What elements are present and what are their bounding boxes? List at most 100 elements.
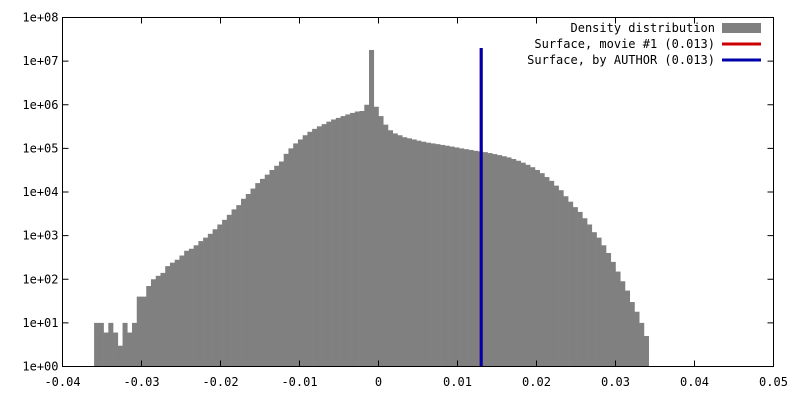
histogram-bar — [615, 271, 621, 367]
x-tick-label: 0.01 — [443, 375, 472, 389]
histogram-bar — [634, 311, 640, 367]
histogram-bar — [596, 237, 602, 367]
x-tick-label: 0 — [375, 375, 382, 389]
histogram-bar — [350, 112, 356, 367]
histogram-bar — [193, 245, 199, 367]
histogram-bar — [601, 245, 607, 367]
y-tick-label: 1e+05 — [22, 141, 58, 155]
histogram-bar — [624, 290, 631, 367]
histogram-bar — [146, 286, 152, 367]
histogram-bar — [553, 185, 559, 367]
histogram-bar — [293, 143, 299, 367]
histogram-bar — [515, 160, 521, 367]
histogram-bar — [392, 133, 398, 367]
histogram-bar — [387, 130, 394, 367]
y-tick-label: 1e+00 — [22, 360, 58, 374]
histogram-bar — [335, 117, 341, 367]
histogram-bar — [620, 281, 626, 367]
histogram-bar — [169, 262, 175, 367]
histogram-bar — [155, 275, 161, 367]
histogram-bar — [402, 137, 408, 367]
x-tick-label: -0.04 — [44, 375, 80, 389]
histogram-bar — [345, 114, 351, 367]
y-tick-label: 1e+07 — [22, 54, 58, 68]
histogram-bar — [250, 188, 256, 367]
histogram-bar — [179, 255, 185, 367]
y-tick-label: 1e+03 — [22, 229, 58, 243]
histogram-bar — [497, 155, 503, 367]
histogram-bar — [511, 159, 517, 367]
histogram-bar — [520, 162, 526, 367]
histogram-bar — [606, 252, 612, 367]
histogram-bar — [326, 121, 332, 367]
histogram-bar — [397, 135, 403, 367]
histogram-bar — [473, 150, 479, 367]
y-tick-label: 1e+08 — [22, 11, 58, 25]
y-axis: 1e+00 1e+01 1e+02 1e+03 1e+04 1e+05 1e+06 1e+07… — [22, 11, 774, 374]
legend-label: Surface, movie #1 (0.013) — [534, 37, 715, 51]
histogram-bar — [226, 214, 232, 367]
histogram-bar — [212, 229, 218, 367]
histogram-bar — [582, 218, 588, 367]
histogram-bar — [411, 139, 417, 367]
histogram-bar — [222, 219, 228, 367]
histogram-bar — [539, 173, 545, 367]
histogram-bar — [241, 198, 247, 367]
histogram-bar — [307, 131, 313, 367]
histogram-bar — [530, 167, 536, 367]
x-tick-label: 0.02 — [522, 375, 551, 389]
histogram-bar — [643, 336, 649, 367]
histogram-bar — [534, 169, 540, 367]
histogram-bar — [297, 139, 303, 367]
x-tick-label: 0.03 — [601, 375, 630, 389]
histogram-bar — [492, 154, 498, 367]
histogram-bar — [435, 144, 441, 367]
histogram-bar — [260, 178, 266, 367]
histogram-bar — [283, 153, 289, 367]
histogram-bar — [160, 272, 166, 367]
histogram-bar — [373, 106, 379, 367]
histogram-bar — [354, 111, 360, 367]
histogram-bar — [231, 209, 237, 367]
histogram-bar — [610, 261, 616, 367]
histogram-bars — [94, 49, 649, 367]
histogram-bar — [549, 180, 555, 367]
histogram-bar — [639, 322, 645, 367]
histogram-bar — [312, 128, 318, 367]
histogram-bar — [463, 149, 469, 367]
histogram-bar — [629, 302, 635, 367]
y-tick-label: 1e+01 — [22, 316, 58, 330]
histogram-bar — [331, 119, 337, 367]
histogram-bar — [316, 126, 322, 367]
histogram-bar — [236, 205, 242, 367]
x-tick-label: -0.03 — [123, 375, 159, 389]
histogram-bar — [425, 142, 431, 367]
histogram-bar — [122, 322, 128, 367]
histogram-bar — [203, 237, 209, 367]
histogram-bar — [108, 322, 114, 367]
histogram-bar — [563, 196, 569, 367]
histogram-bar — [269, 169, 275, 367]
histogram-bar — [544, 177, 550, 367]
histogram-bar — [340, 116, 346, 367]
histogram-bar — [501, 156, 507, 367]
histogram-bar — [103, 332, 109, 367]
histogram-bar — [440, 144, 446, 367]
histogram-bar — [449, 146, 455, 367]
x-tick-label: 0.04 — [680, 375, 709, 389]
histogram-bar — [506, 157, 512, 367]
histogram-bar — [127, 332, 133, 367]
histogram-bar — [141, 296, 147, 367]
legend-label: Density distribution — [571, 21, 716, 35]
histogram-bar — [454, 147, 460, 367]
histogram-bar — [184, 250, 190, 367]
histogram-bar — [459, 148, 465, 367]
histogram-bar — [278, 161, 284, 367]
histogram-bar — [150, 279, 157, 367]
histogram-bar — [378, 116, 384, 367]
histogram-bar — [207, 233, 213, 367]
y-tick-label: 1e+02 — [22, 272, 58, 286]
histogram-bar — [383, 124, 389, 367]
legend: Density distribution Surface, movie #1 (0… — [527, 21, 761, 67]
histogram-bar — [406, 138, 412, 367]
